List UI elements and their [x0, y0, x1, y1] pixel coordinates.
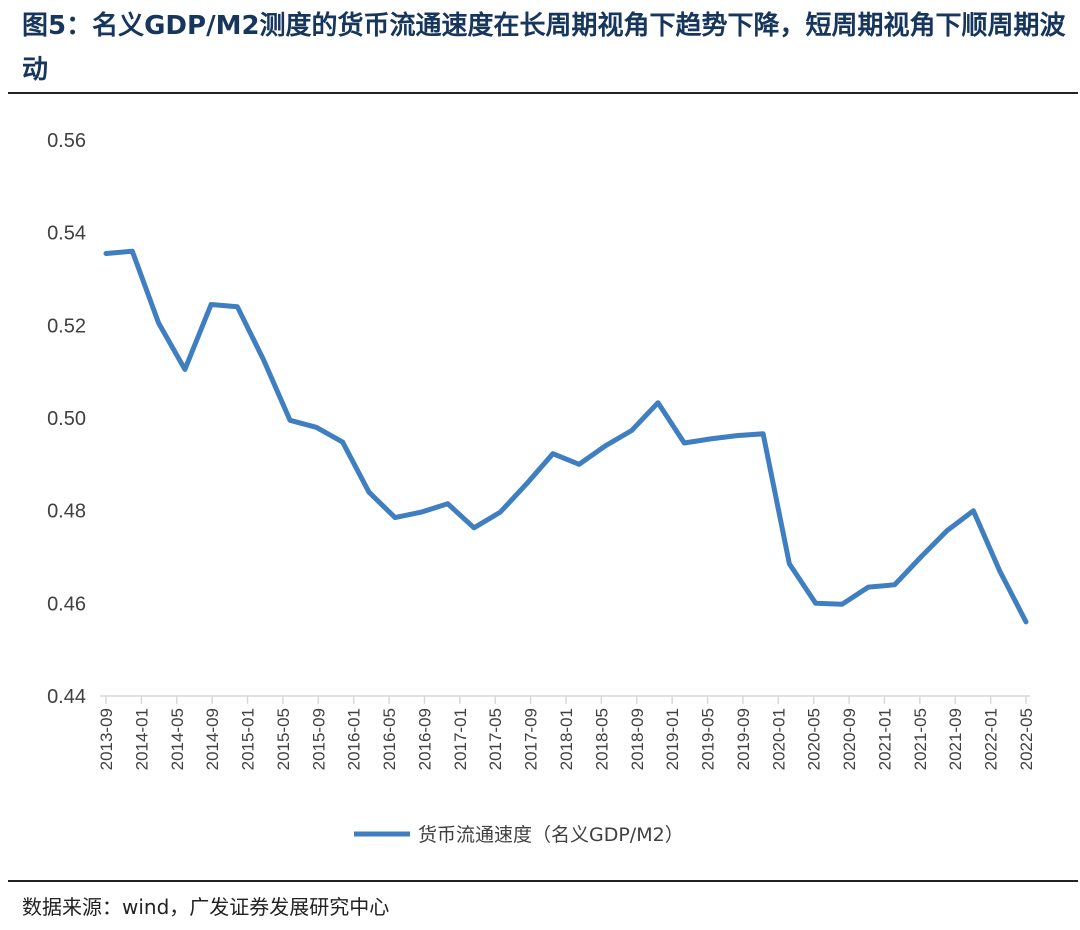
- title-divider: [8, 92, 1078, 94]
- y-tick-label: 0.48: [47, 501, 86, 523]
- x-tick-label: 2014-05: [168, 708, 187, 770]
- line-chart: 0.44 0.46 0.48 0.50 0.52 0.54 0.56 2013-09 2014…: [47, 130, 1036, 846]
- x-tick-label: 2022-05: [1017, 708, 1036, 770]
- x-tick-label: 2015-05: [274, 708, 293, 770]
- x-tick-label: 2014-01: [132, 708, 151, 770]
- y-axis-tick-labels: 0.44 0.46 0.48 0.50 0.52 0.54 0.56: [47, 130, 86, 708]
- y-tick-label: 0.54: [47, 223, 86, 245]
- x-tick-label: 2020-09: [840, 708, 859, 770]
- x-tick-label: 2017-05: [486, 708, 505, 770]
- x-tick-label: 2019-05: [699, 708, 718, 770]
- y-tick-label: 0.44: [47, 686, 86, 708]
- x-tick-label: 2016-01: [345, 708, 364, 770]
- y-tick-label: 0.46: [47, 593, 86, 615]
- x-tick-label: 2014-09: [203, 708, 222, 770]
- chart-title: 图5：名义GDP/M2测度的货币流通速度在长周期视角下趋势下降，短周期视角下顺周…: [22, 11, 1066, 85]
- x-tick-label: 2021-09: [946, 708, 965, 770]
- x-tick-label: 2021-05: [911, 708, 930, 770]
- x-tick-label: 2015-01: [239, 708, 258, 770]
- x-tick-label: 2020-01: [769, 708, 788, 770]
- x-tick-label: 2017-01: [451, 708, 470, 770]
- source-divider: [8, 880, 1078, 882]
- y-tick-label: 0.50: [47, 408, 86, 430]
- x-axis-tick-labels: 2013-09 2014-01 2014-05 2014-09 2015-01 2015-…: [97, 708, 1036, 770]
- x-tick-label: 2015-09: [309, 708, 328, 770]
- x-tick-label: 2013-09: [97, 708, 116, 770]
- x-tick-label: 2021-01: [875, 708, 894, 770]
- y-tick-label: 0.56: [47, 130, 86, 152]
- x-tick-label: 2022-01: [982, 708, 1001, 770]
- series-line-velocity: [103, 248, 1029, 625]
- y-tick-label: 0.52: [47, 315, 86, 337]
- x-tick-label: 2017-09: [522, 708, 541, 770]
- source-note: 数据来源：wind，广发证券发展研究中心: [22, 895, 390, 919]
- x-tick-label: 2018-09: [628, 708, 647, 770]
- x-tick-label: 2016-09: [415, 708, 434, 770]
- x-tick-label: 2016-05: [380, 708, 399, 770]
- x-axis-ticks: [105, 696, 1027, 704]
- x-tick-label: 2019-09: [734, 708, 753, 770]
- legend: 货币流通速度（名义GDP/M2）: [354, 824, 684, 846]
- x-tick-label: 2019-01: [663, 708, 682, 770]
- x-tick-label: 2020-05: [805, 708, 824, 770]
- x-tick-label: 2018-05: [592, 708, 611, 770]
- legend-label: 货币流通速度（名义GDP/M2）: [418, 824, 684, 846]
- x-tick-label: 2018-01: [557, 708, 576, 770]
